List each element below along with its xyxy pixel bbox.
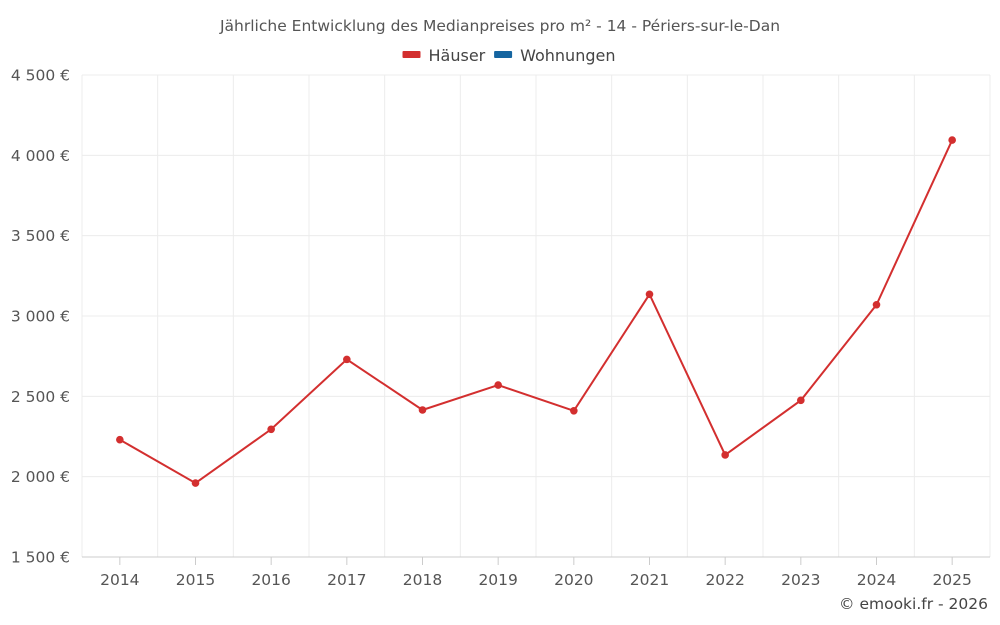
x-tick-label: 2022: [705, 571, 744, 589]
x-tick-label: 2019: [478, 571, 517, 589]
credit-text: © emooki.fr - 2026: [839, 595, 988, 613]
data-point[interactable]: [418, 406, 427, 414]
data-point[interactable]: [343, 355, 351, 364]
x-tick-label: 2015: [176, 571, 215, 589]
legend: Häuser Wohnungen: [402, 46, 615, 65]
legend-item[interactable]: Wohnungen: [494, 46, 615, 65]
y-tick-label: 2 500 €: [11, 388, 70, 406]
x-tick-label: 2017: [327, 571, 366, 589]
grid: [81, 74, 991, 557]
y-tick-label: 2 000 €: [11, 468, 70, 486]
x-axis: 2014 2015 2016 2017 2018 2019 2020 2021 2022 2023…: [82, 556, 990, 589]
series-line: [119, 139, 954, 485]
data-point[interactable]: [721, 451, 729, 459]
y-tick-label: 1 500 €: [11, 549, 70, 567]
data-point[interactable]: [267, 425, 275, 434]
y-tick-label: 3 000 €: [11, 308, 70, 326]
data-point[interactable]: [872, 300, 881, 309]
y-axis: 1 500 € 2 000 € 2 500 € 3 000 € 3 500 € 4 000…: [11, 67, 70, 567]
y-tick-label: 3 500 €: [11, 227, 70, 245]
x-tick-label: 2021: [630, 571, 669, 589]
legend-swatch: [402, 51, 421, 58]
data-point[interactable]: [570, 406, 578, 415]
data-point[interactable]: [191, 479, 200, 487]
legend-label: Wohnungen: [520, 46, 615, 65]
data-point[interactable]: [494, 381, 502, 389]
x-tick-label: 2025: [932, 571, 971, 589]
x-tick-label: 2016: [251, 571, 290, 589]
legend-item[interactable]: Häuser: [402, 46, 486, 65]
y-tick-label: 4 000 €: [11, 147, 70, 165]
data-point[interactable]: [645, 290, 654, 299]
legend-swatch: [494, 51, 513, 58]
x-tick-label: 2018: [403, 571, 442, 589]
x-tick-label: 2024: [857, 571, 896, 589]
data-point[interactable]: [116, 435, 124, 444]
data-point[interactable]: [948, 136, 956, 144]
plot-area: [116, 136, 956, 487]
x-tick-label: 2020: [554, 571, 593, 589]
y-tick-label: 4 500 €: [11, 67, 70, 85]
x-tick-label: 2023: [781, 571, 820, 589]
legend-label: Häuser: [429, 46, 486, 65]
x-tick-label: 2014: [100, 571, 139, 589]
chart-title: Jährliche Entwicklung des Medianpreises …: [219, 17, 780, 35]
data-point[interactable]: [797, 396, 805, 405]
